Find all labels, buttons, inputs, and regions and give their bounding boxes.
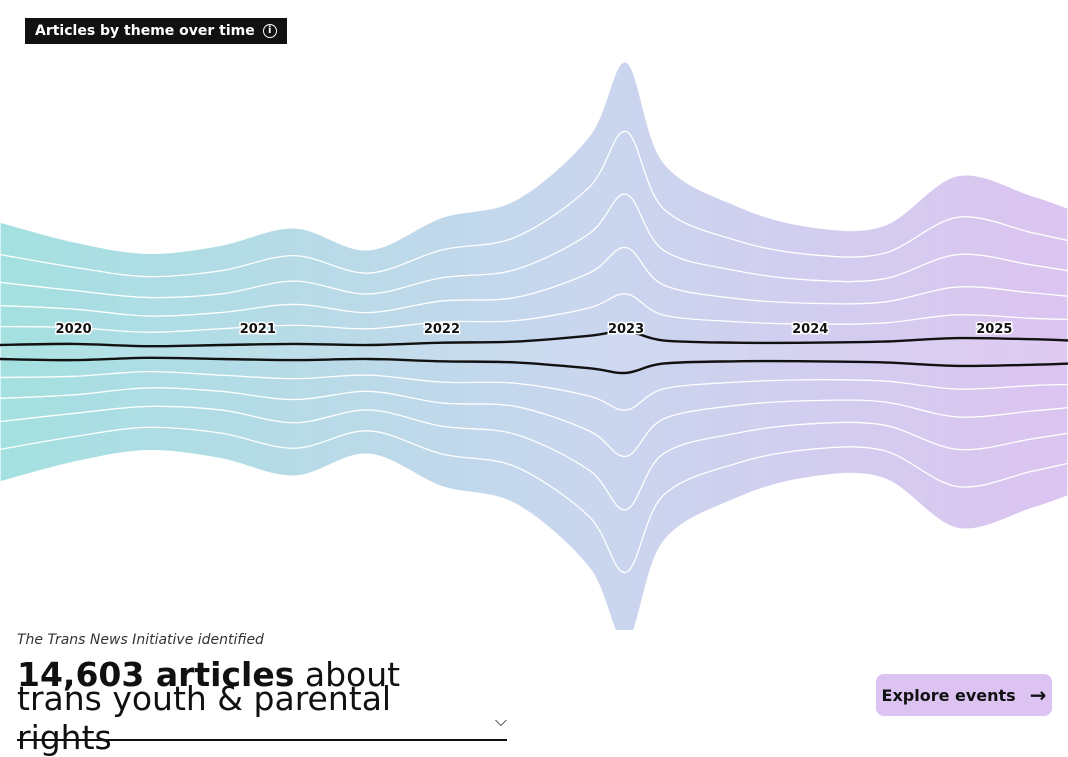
streamgraph-chart: 2020 2021 2022 2023 2024 2025 [0, 61, 1068, 630]
explore-events-button[interactable]: Explore events → [876, 674, 1052, 716]
highlight-lower-line [0, 356, 1068, 375]
year-tick-2021: 2021 [240, 322, 276, 337]
stream-layer-11[interactable] [0, 426, 1068, 630]
highlight-upper-line [0, 329, 1068, 348]
chart-title: Articles by theme over time [35, 23, 255, 39]
source-line: The Trans News Initiative identified [17, 632, 264, 648]
year-tick-2023: 2023 [608, 322, 644, 337]
year-tick-2020: 2020 [56, 322, 92, 337]
article-count: 14,603 articles [17, 655, 295, 694]
year-tick-2025: 2025 [976, 322, 1012, 337]
about-text: about [304, 655, 401, 694]
headline: 14,603 articles about [17, 655, 400, 695]
year-tick-2022: 2022 [424, 322, 460, 337]
chevron-down-icon: ⌵ [494, 711, 507, 730]
arrow-right-icon: → [1029, 683, 1047, 707]
explore-events-label: Explore events [881, 685, 1016, 705]
info-icon[interactable]: i [262, 24, 277, 38]
chart-title-badge[interactable]: Articles by theme over time i [25, 18, 287, 44]
year-tick-2024: 2024 [792, 322, 828, 337]
topic-select-value: trans youth & parental rights [17, 679, 392, 757]
topic-select[interactable]: trans youth & parental rights ⌵ [17, 679, 507, 757]
